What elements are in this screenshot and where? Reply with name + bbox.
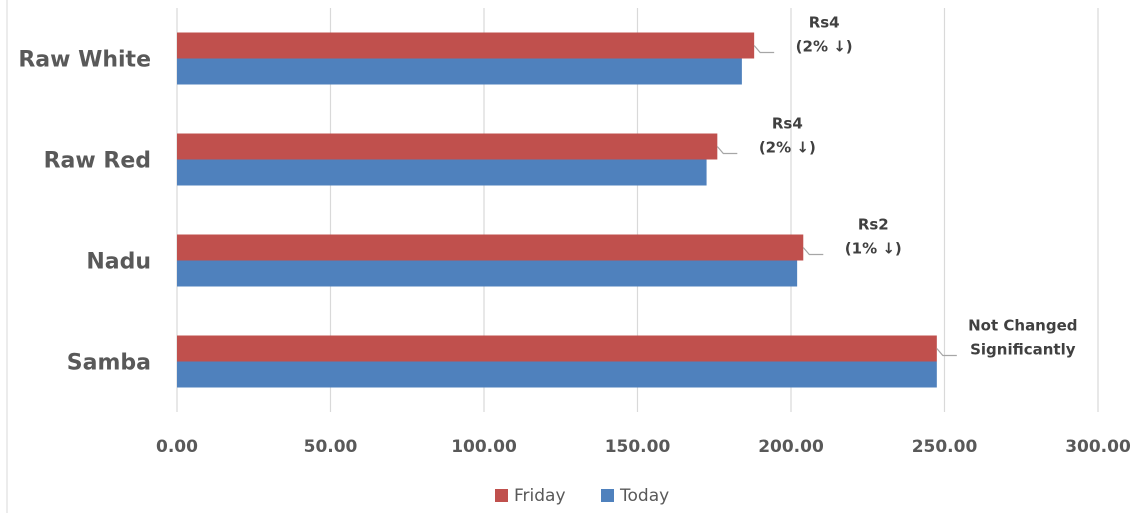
x-tick-label: 50.00 bbox=[304, 437, 358, 457]
x-tick-label: 150.00 bbox=[605, 437, 671, 457]
bar-today-raw-red bbox=[177, 159, 707, 186]
legend-label-today: Today bbox=[619, 486, 669, 506]
bar-today-nadu bbox=[177, 260, 798, 287]
annotations: Not Changed Significantly Rs2 (1% ↓) Rs4 (2% … bbox=[716, 14, 1078, 359]
bar-today-samba bbox=[177, 361, 937, 388]
x-tick-label: 200.00 bbox=[758, 437, 824, 457]
category-label: Raw White bbox=[18, 48, 151, 73]
annotation-leader-line bbox=[802, 247, 824, 256]
bar-friday-samba bbox=[177, 335, 937, 362]
x-tick-label: 100.00 bbox=[451, 437, 517, 457]
legend: Friday Today bbox=[495, 486, 669, 506]
annotation-label: Not Changed bbox=[968, 317, 1077, 335]
bars bbox=[177, 32, 937, 388]
annotation-label: (1% ↓) bbox=[845, 240, 902, 258]
bar-friday-raw-red bbox=[177, 133, 718, 160]
x-tick-label: 0.00 bbox=[156, 437, 198, 457]
annotation-leader-line bbox=[936, 348, 957, 357]
annotation-leader-line bbox=[753, 45, 775, 54]
x-tick-labels: 0.00 50.00 100.00 150.00 200.00 250.00 300.00 bbox=[156, 437, 1131, 457]
category-label: Raw Red bbox=[44, 149, 151, 174]
x-tick-label: 250.00 bbox=[912, 437, 978, 457]
annotation-label: (2% ↓) bbox=[796, 38, 853, 56]
bar-today-raw-white bbox=[177, 58, 742, 85]
category-label: Samba bbox=[67, 351, 151, 376]
annotation-label: (2% ↓) bbox=[759, 139, 816, 157]
bar-friday-nadu bbox=[177, 234, 804, 261]
category-labels: Samba Nadu Raw Red Raw White bbox=[18, 48, 151, 376]
annotation-label: Rs2 bbox=[858, 216, 889, 234]
category-label: Nadu bbox=[86, 250, 151, 275]
legend-label-friday: Friday bbox=[514, 486, 566, 506]
legend-swatch-today bbox=[601, 489, 614, 502]
x-tick-label: 300.00 bbox=[1065, 437, 1131, 457]
annotation-label: Rs4 bbox=[772, 115, 803, 133]
legend-swatch-friday bbox=[495, 489, 508, 502]
annotation-label: Rs4 bbox=[809, 14, 840, 32]
annotation-leader-line bbox=[716, 146, 738, 155]
bar-friday-raw-white bbox=[177, 32, 755, 59]
annotation-label: Significantly bbox=[970, 341, 1076, 359]
